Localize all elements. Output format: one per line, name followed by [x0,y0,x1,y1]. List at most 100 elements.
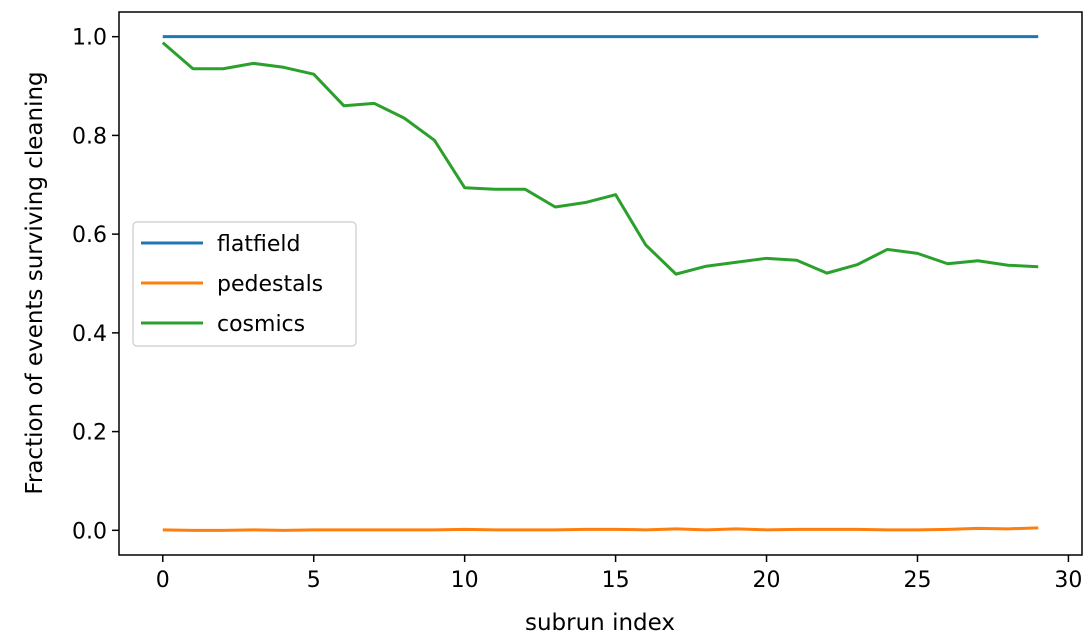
data-point-cosmics-23 [855,263,859,267]
data-point-pedestals-29 [1036,526,1040,530]
data-point-pedestals-7 [372,528,376,532]
data-point-cosmics-7 [372,101,376,105]
data-point-flatfield-15 [614,35,618,39]
y-tick-label: 1.0 [72,26,107,51]
data-point-pedestals-0 [161,528,165,532]
data-point-cosmics-5 [312,72,316,76]
y-axis-label: Fraction of events surviving cleaning [22,71,48,494]
data-point-pedestals-12 [523,528,527,532]
data-point-flatfield-24 [885,35,889,39]
data-point-pedestals-20 [765,528,769,532]
data-point-pedestals-22 [825,527,829,531]
data-point-flatfield-11 [493,35,497,39]
series-layer [161,35,1040,532]
y-tick-label: 0.6 [72,223,107,248]
data-point-flatfield-23 [855,35,859,39]
data-point-flatfield-7 [372,35,376,39]
data-point-pedestals-3 [251,528,255,532]
data-point-flatfield-2 [221,35,225,39]
data-point-cosmics-2 [221,67,225,71]
data-point-pedestals-17 [674,527,678,531]
data-point-flatfield-26 [946,35,950,39]
x-tick-label: 20 [753,568,781,593]
data-point-cosmics-12 [523,187,527,191]
data-point-pedestals-13 [553,528,557,532]
data-point-pedestals-27 [976,526,980,530]
x-tick-label: 25 [903,568,931,593]
legend-label-pedestals: pedestals [217,272,323,297]
x-axis-label: subrun index [525,610,675,636]
series-flatfield [161,35,1040,39]
data-point-flatfield-8 [402,35,406,39]
x-tick-label: 0 [156,568,170,593]
y-tick-label: 0.0 [72,519,107,544]
data-point-pedestals-28 [1006,527,1010,531]
y-tick-label: 0.8 [72,124,107,149]
data-point-flatfield-6 [342,35,346,39]
data-point-pedestals-21 [795,527,799,531]
data-point-flatfield-3 [251,35,255,39]
data-point-cosmics-10 [463,186,467,190]
data-point-flatfield-27 [976,35,980,39]
data-point-cosmics-9 [432,138,436,142]
series-pedestals [161,526,1040,532]
x-tick-label: 5 [307,568,321,593]
data-point-cosmics-3 [251,61,255,65]
data-point-pedestals-15 [614,527,618,531]
y-axis-ticks: 0.0 0.2 0.4 0.6 0.8 1.0 [72,26,119,544]
y-tick-label: 0.2 [72,421,107,446]
data-point-flatfield-22 [825,35,829,39]
data-point-cosmics-11 [493,187,497,191]
data-point-cosmics-22 [825,271,829,275]
data-point-cosmics-19 [734,260,738,264]
data-point-flatfield-1 [191,35,195,39]
data-point-cosmics-16 [644,243,648,247]
legend-label-flatfield: flatfield [217,232,300,257]
data-point-cosmics-20 [765,256,769,260]
series-line-pedestals [162,526,1039,532]
data-point-pedestals-11 [493,528,497,532]
x-tick-label: 30 [1054,568,1082,593]
data-point-flatfield-13 [553,35,557,39]
data-point-flatfield-12 [523,35,527,39]
data-point-cosmics-27 [976,259,980,263]
data-point-flatfield-28 [1006,35,1010,39]
x-axis-ticks: 0 5 10 15 20 25 30 [156,555,1082,593]
data-point-pedestals-2 [221,528,225,532]
data-point-cosmics-18 [704,264,708,268]
data-point-cosmics-0 [161,41,165,45]
data-point-cosmics-4 [282,65,286,69]
data-point-flatfield-29 [1036,35,1040,39]
data-point-flatfield-17 [674,35,678,39]
data-point-flatfield-25 [915,35,919,39]
series-line-cosmics [161,41,1039,276]
data-point-cosmics-6 [342,104,346,108]
data-point-flatfield-19 [734,35,738,39]
data-point-flatfield-14 [583,35,587,39]
data-point-cosmics-24 [885,247,889,251]
data-point-flatfield-0 [161,35,165,39]
data-point-cosmics-15 [614,193,618,197]
data-point-cosmics-28 [1006,263,1010,267]
data-point-pedestals-16 [644,528,648,532]
data-point-pedestals-6 [342,528,346,532]
data-point-pedestals-1 [191,528,195,532]
legend-frame [132,221,357,347]
data-point-pedestals-14 [583,527,587,531]
data-point-flatfield-4 [282,35,286,39]
data-point-pedestals-26 [946,527,950,531]
data-point-flatfield-18 [704,35,708,39]
data-point-pedestals-4 [282,528,286,532]
legend: flatfield pedestals cosmics [132,221,357,347]
data-point-pedestals-5 [312,528,316,532]
data-point-flatfield-20 [765,35,769,39]
data-point-cosmics-1 [191,67,195,71]
data-point-cosmics-14 [583,201,587,205]
data-point-pedestals-19 [734,527,738,531]
data-point-cosmics-25 [915,251,919,255]
data-point-cosmics-29 [1036,265,1040,269]
data-point-pedestals-23 [855,527,859,531]
data-point-pedestals-25 [915,528,919,532]
data-point-cosmics-21 [795,258,799,262]
y-tick-label: 0.4 [72,322,107,347]
